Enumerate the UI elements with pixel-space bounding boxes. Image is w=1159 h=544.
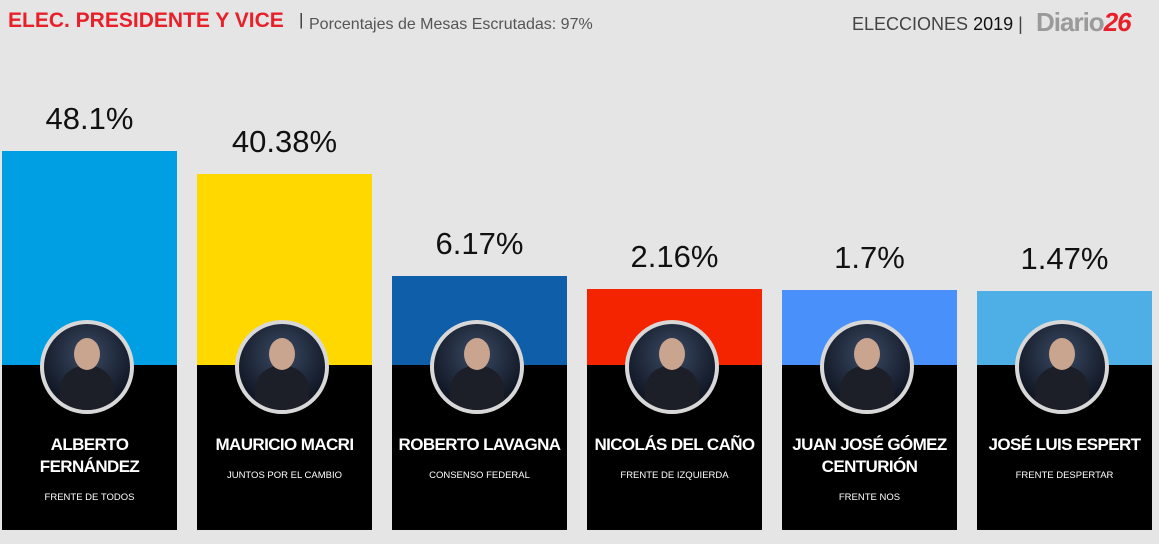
photo-head xyxy=(1049,338,1075,370)
party-name: CONSENSO FEDERAL xyxy=(429,470,530,481)
candidate-name: ALBERTO FERNÁNDEZ xyxy=(39,435,140,476)
candidate-photo xyxy=(1015,320,1109,414)
party-name: FRENTE DE TODOS xyxy=(44,492,135,503)
value-label: 1.47% xyxy=(1020,240,1109,276)
header-right: ELECCIONES 2019 | xyxy=(852,14,1023,34)
party-name: FRENTE NOS xyxy=(838,492,901,503)
photo-head xyxy=(464,338,490,370)
photo-head xyxy=(74,338,100,370)
candidate-photo xyxy=(235,320,329,414)
photo-body xyxy=(840,366,894,410)
candidate-photo xyxy=(430,320,524,414)
candidate-info: MAURICIO MACRI JUNTOS POR EL CAMBIO xyxy=(197,434,372,481)
subtitle: Porcentajes de Mesas Escrutadas: 97% xyxy=(309,16,593,33)
photo-head xyxy=(659,338,685,370)
party-name: JUNTOS POR EL CAMBIO xyxy=(226,470,343,481)
candidate-name: JUAN JOSÉ GÓMEZ CENTURIÓN xyxy=(792,435,947,476)
logo-number: 26 xyxy=(1103,7,1132,37)
photo-head xyxy=(269,338,295,370)
candidate-info: JOSÉ LUIS ESPERT FRENTE DESPERTAR xyxy=(977,434,1152,481)
candidate-name: JOSÉ LUIS ESPERT xyxy=(988,435,1142,454)
candidate-name: MAURICIO MACRI xyxy=(215,435,355,454)
candidate-photo xyxy=(820,320,914,414)
elections-year: 2019 xyxy=(973,14,1014,34)
logo-text: Diario xyxy=(1036,7,1105,37)
candidate-info: ROBERTO LAVAGNA CONSENSO FEDERAL xyxy=(392,434,567,481)
logo[interactable]: Diario26 xyxy=(1036,7,1132,38)
candidate-info: ALBERTO FERNÁNDEZ FRENTE DE TODOS xyxy=(2,434,177,503)
photo-body xyxy=(255,366,309,410)
separator: | xyxy=(299,10,304,29)
candidate-name: ROBERTO LAVAGNA xyxy=(398,435,562,454)
candidate-photo xyxy=(625,320,719,414)
candidate-photo xyxy=(40,320,134,414)
elections-label: ELECCIONES xyxy=(852,14,969,34)
photo-body xyxy=(1035,366,1089,410)
value-label: 40.38% xyxy=(231,123,338,159)
title: ELEC. PRESIDENTE Y VICE xyxy=(8,9,284,32)
value-label: 2.16% xyxy=(630,238,719,274)
value-label: 48.1% xyxy=(45,100,134,136)
photo-head xyxy=(854,338,880,370)
candidate-info: JUAN JOSÉ GÓMEZ CENTURIÓN FRENTE NOS xyxy=(782,434,957,503)
value-label: 1.7% xyxy=(834,239,905,275)
party-name: FRENTE DESPERTAR xyxy=(1015,470,1114,481)
photo-body xyxy=(450,366,504,410)
photo-body xyxy=(645,366,699,410)
candidate-info: NICOLÁS DEL CAÑO FRENTE DE IZQUIERDA xyxy=(587,434,762,481)
value-label: 6.17% xyxy=(435,226,524,262)
photo-body xyxy=(60,366,114,410)
candidate-name: NICOLÁS DEL CAÑO xyxy=(594,435,755,454)
party-name: FRENTE DE IZQUIERDA xyxy=(620,470,729,481)
